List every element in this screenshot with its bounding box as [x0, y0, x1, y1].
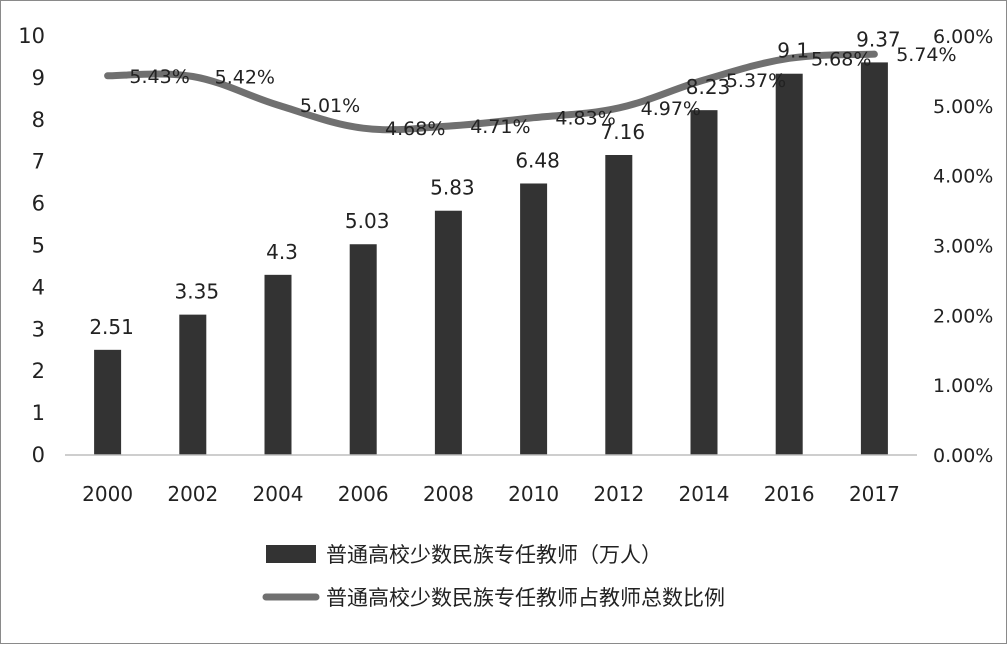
line-value-label: 5.68%: [811, 48, 871, 70]
x-tick-label: 2012: [593, 482, 644, 506]
x-tick-label: 2008: [423, 482, 474, 506]
x-axis-ticks: 2000 2002 2004 2006 2008 2010 2012 2014 2016 2017: [82, 482, 900, 506]
y-right-tick-label: 4.00%: [933, 166, 993, 188]
bar-series: [94, 62, 888, 456]
bar-value-label: 9.1: [777, 39, 809, 63]
bar-data-labels: 2.51 3.35 4.3 5.03 5.83 6.48 7.16 8.23 9.1 9.37: [89, 27, 900, 338]
legend-swatch-bar: [266, 545, 316, 563]
line-value-label: 4.68%: [385, 118, 445, 140]
legend: 普通高校少数民族专任教师（万人） 普通高校少数民族专任教师占教师总数比例: [262, 543, 725, 610]
y-left-tick-label: 10: [18, 24, 45, 48]
line-value-label: 5.01%: [300, 95, 360, 117]
x-tick-label: 2006: [338, 482, 389, 506]
bar-2002: [179, 314, 207, 455]
x-tick-label: 2010: [508, 482, 559, 506]
bar-value-label: 5.83: [430, 176, 475, 200]
y-left-tick-label: 6: [32, 192, 45, 216]
line-value-label: 4.71%: [470, 116, 530, 138]
line-value-label: 5.37%: [726, 70, 786, 92]
x-tick-label: 2004: [253, 482, 304, 506]
x-tick-label: 2000: [82, 482, 133, 506]
bar-2004: [264, 274, 292, 455]
x-tick-label: 2002: [167, 482, 218, 506]
bar-value-label: 2.51: [89, 315, 134, 339]
y-left-tick-label: 1: [32, 401, 45, 425]
right-axis-ticks: 0.00% 1.00% 2.00% 3.00% 4.00% 5.00% 6.00%: [933, 26, 993, 467]
legend-label-line: 普通高校少数民族专任教师占教师总数比例: [326, 586, 725, 610]
y-left-tick-label: 3: [32, 317, 45, 341]
line-value-label: 4.83%: [555, 108, 615, 130]
bar-2008: [434, 210, 462, 455]
y-right-tick-label: 5.00%: [933, 96, 993, 118]
y-right-tick-label: 2.00%: [933, 305, 993, 327]
ratio-line: [104, 50, 878, 134]
x-tick-label: 2014: [679, 482, 730, 506]
line-value-label: 5.42%: [215, 67, 275, 89]
bar-value-label: 6.48: [515, 148, 560, 172]
bar-2016: [775, 73, 803, 456]
y-left-tick-label: 2: [32, 359, 45, 383]
bar-value-label: 8.23: [686, 75, 731, 99]
bar-value-label: 4.3: [266, 240, 298, 264]
y-right-tick-label: 0.00%: [933, 445, 993, 467]
line-value-label: 5.43%: [129, 66, 189, 88]
y-left-tick-label: 5: [32, 234, 45, 258]
line-data-labels: 5.43% 5.42% 5.01% 4.68% 4.71% 4.83% 4.97% 5.37%…: [129, 44, 956, 140]
y-left-tick-label: 0: [32, 443, 45, 467]
bar-2010: [520, 183, 548, 455]
y-right-tick-label: 6.00%: [933, 26, 993, 48]
x-tick-label: 2017: [849, 482, 900, 506]
bar-value-label: 7.16: [601, 120, 646, 144]
y-left-tick-label: 4: [32, 275, 45, 299]
y-right-tick-label: 3.00%: [933, 236, 993, 258]
bar-value-label: 5.03: [345, 209, 390, 233]
bar-value-label: 9.37: [856, 27, 901, 51]
y-left-tick-label: 7: [32, 150, 45, 174]
left-axis-ticks: 0 1 2 3 4 5 6 7 8 9 10: [18, 24, 45, 467]
bar-2017: [860, 62, 888, 455]
y-left-tick-label: 9: [32, 66, 45, 90]
line-value-label: 4.97%: [641, 98, 701, 120]
y-right-tick-label: 1.00%: [933, 375, 993, 397]
y-left-tick-label: 8: [32, 108, 45, 132]
bar-2012: [605, 154, 633, 455]
legend-label-bar: 普通高校少数民族专任教师（万人）: [326, 543, 662, 567]
line-value-label: 5.74%: [896, 44, 956, 66]
bar-2006: [349, 244, 377, 455]
x-tick-label: 2016: [764, 482, 815, 506]
bar-2014: [690, 110, 718, 456]
bar-2000: [94, 349, 122, 455]
bar-value-label: 3.35: [175, 280, 220, 304]
